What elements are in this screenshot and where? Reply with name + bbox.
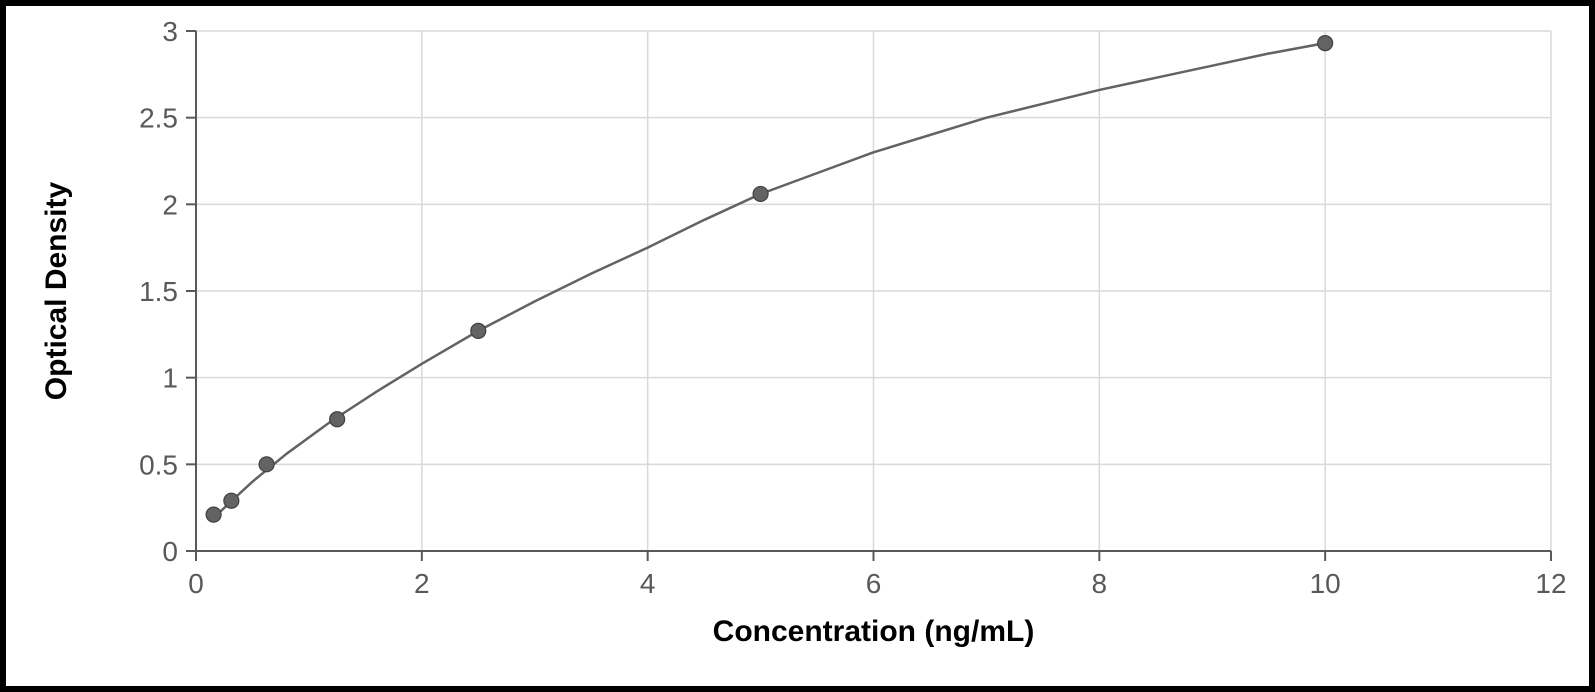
x-tick-label: 4 [640, 568, 656, 599]
y-axis-label: Optical Density [40, 181, 73, 400]
x-axis-label: Concentration (ng/mL) [713, 615, 1035, 648]
x-tick-label: 8 [1092, 568, 1108, 599]
data-point [330, 412, 345, 427]
x-tick-label: 6 [866, 568, 882, 599]
data-point [471, 323, 486, 338]
y-tick-label: 1.5 [139, 276, 178, 307]
y-tick-label: 2 [162, 189, 178, 220]
chart-frame: 0 2 4 6 8 10 12 0 0.5 1 1.5 2 2.5 3 Concentration (ng/… [0, 0, 1595, 692]
data-point [224, 493, 239, 508]
standard-curve-chart: 0 2 4 6 8 10 12 0 0.5 1 1.5 2 2.5 3 Concentration (ng/… [6, 6, 1589, 686]
data-point [259, 457, 274, 472]
y-tick-label: 3 [162, 16, 178, 47]
data-point [753, 186, 768, 201]
y-tick-label: 1 [162, 363, 178, 394]
data-point [206, 507, 221, 522]
y-tick-label: 2.5 [139, 103, 178, 134]
data-point [1318, 36, 1333, 51]
x-tick-label: 0 [188, 568, 204, 599]
x-tick-label: 10 [1310, 568, 1341, 599]
x-tick-label: 12 [1535, 568, 1566, 599]
y-tick-label: 0 [162, 536, 178, 567]
y-tick-label: 0.5 [139, 449, 178, 480]
x-tick-label: 2 [414, 568, 430, 599]
